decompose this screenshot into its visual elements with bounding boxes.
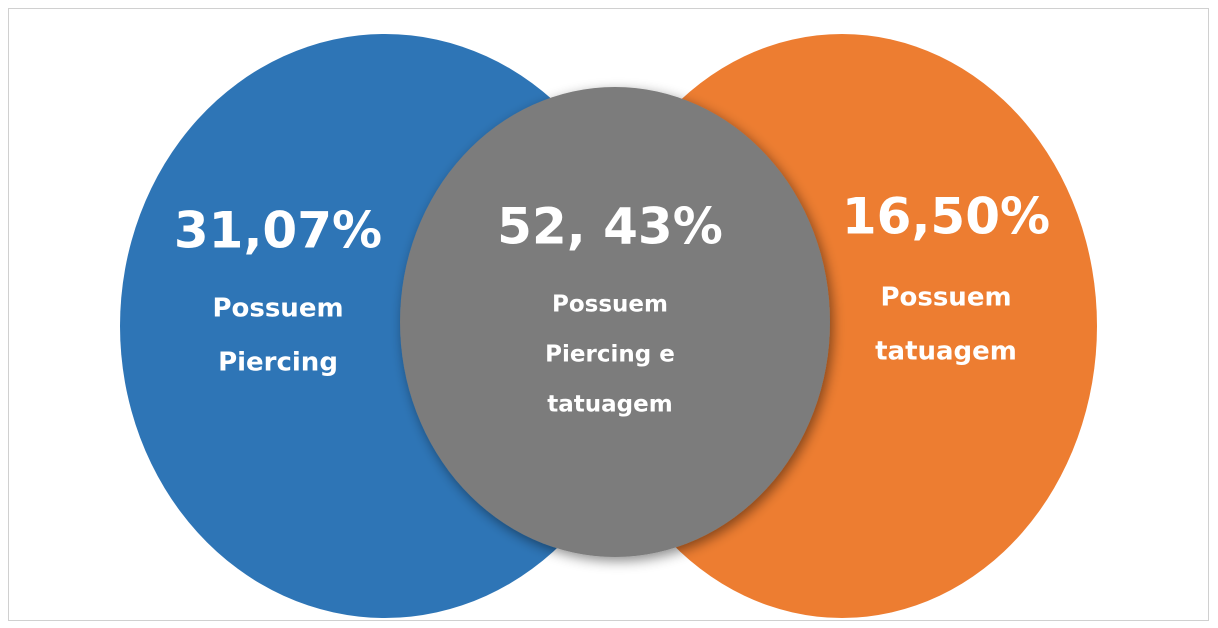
label: Possuem	[880, 283, 1011, 313]
overlap-circle	[400, 87, 830, 557]
label: tatuagem	[875, 337, 1017, 367]
label: Piercing e	[545, 342, 675, 368]
value: 31,07%	[174, 202, 382, 260]
label: Possuem	[212, 294, 343, 324]
label: tatuagem	[547, 392, 672, 418]
label: Piercing	[218, 348, 338, 378]
value: 16,50%	[842, 188, 1050, 246]
value: 52, 43%	[497, 198, 723, 256]
label: Possuem	[552, 292, 668, 318]
